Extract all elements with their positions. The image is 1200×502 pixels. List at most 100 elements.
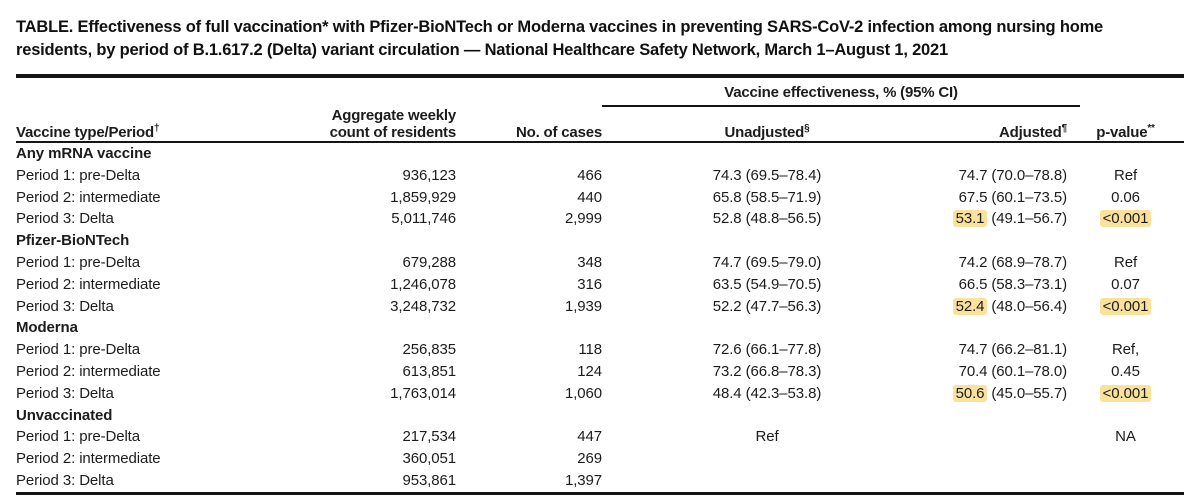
cell-unadjusted: 74.3 (69.5–78.4): [712, 166, 822, 184]
title-rule-divider: [16, 74, 1184, 78]
group-header-row: Moderna: [16, 317, 1184, 339]
table-row: Period 3: Delta 1,763,014 1,060 48.4 (42…: [16, 383, 1184, 405]
cell-cases: 447: [577, 428, 602, 446]
cell-count: 936,123: [402, 166, 456, 184]
cell-cases: 1,060: [564, 384, 602, 402]
table-row: Period 1: pre-Delta 936,123 466 74.3 (69…: [16, 165, 1184, 187]
cell-adjusted: 74.7 (70.0–78.8): [932, 165, 1068, 187]
adjusted-ve-value: 66.5: [958, 275, 988, 293]
cell-pvalue: NA: [1067, 426, 1184, 448]
pvalue: Ref,: [1111, 341, 1140, 359]
cell-pvalue: <0.001: [1067, 296, 1184, 318]
col-header-pvalue-label: p-value: [1096, 124, 1148, 141]
cell-unadjusted: [602, 470, 932, 492]
adjusted-ci-value: (66.2–81.1): [991, 341, 1067, 359]
cell-pvalue: [1067, 470, 1184, 492]
cell-adjusted: [932, 426, 1067, 448]
group-header-row: Pfizer-BioNTech: [16, 230, 1184, 252]
table-row: Period 3: Delta 3,248,732 1,939 52.2 (47…: [16, 296, 1184, 318]
cell-unadjusted: 73.2 (66.8–78.3): [712, 362, 822, 380]
cell-pvalue: <0.001: [1067, 208, 1184, 230]
cell-period: Period 2: intermediate: [16, 362, 161, 380]
adjusted-ci-value: (60.1–73.5): [991, 188, 1067, 206]
cell-cases: 466: [577, 166, 602, 184]
highlighted-adjusted-ve-value: 53.1: [952, 210, 988, 228]
cell-pvalue: Ref,: [1067, 339, 1184, 361]
cell-count: 217,534: [402, 428, 456, 446]
group-name: Any mRNA vaccine: [16, 145, 152, 162]
cell-pvalue: Ref: [1067, 165, 1184, 187]
cell-pvalue: 0.06: [1067, 187, 1184, 209]
cell-count: 613,851: [402, 362, 456, 380]
section-mark: §: [804, 123, 810, 134]
cell-cases: 118: [578, 341, 602, 359]
cell-pvalue: 0.07: [1067, 274, 1184, 296]
table-title-line2: residents, by period of B.1.617.2 (Delta…: [16, 41, 948, 59]
cell-adjusted: 70.4 (60.1–78.0): [932, 361, 1068, 383]
cell-cases: 348: [577, 253, 602, 271]
highlighted-pvalue: <0.001: [1099, 297, 1152, 315]
cell-adjusted: 67.5 (60.1–73.5): [932, 187, 1068, 209]
col-group-label: Vaccine effectiveness, % (95% CI): [724, 84, 958, 101]
table-row: Period 2: intermediate 1,859,929 440 65.…: [16, 187, 1184, 209]
pilcrow-mark: ¶: [1061, 123, 1068, 134]
cell-period: Period 1: pre-Delta: [16, 341, 140, 359]
adjusted-ve-value: 67.5: [958, 188, 988, 206]
col-header-vaccine-type: Vaccine type/Period†: [16, 124, 316, 146]
cell-count: 1,246,078: [390, 275, 456, 293]
cell-adjusted: 66.5 (58.3–73.1): [932, 274, 1068, 296]
col-header-cases: No. of cases: [516, 124, 602, 141]
cell-unadjusted: 52.8 (48.8–56.5): [712, 210, 822, 228]
adjusted-ci-value: (68.9–78.7): [991, 253, 1067, 271]
cell-count: 256,835: [402, 341, 456, 359]
pvalue: NA: [1115, 428, 1136, 446]
cell-count: 679,288: [402, 253, 456, 271]
cell-adjusted: 74.7 (66.2–81.1): [932, 339, 1068, 361]
cell-adjusted: 52.4 (48.0–56.4): [932, 296, 1067, 318]
cell-period: Period 1: pre-Delta: [16, 166, 140, 184]
col-group-vaccine-effectiveness: Vaccine effectiveness, % (95% CI): [602, 78, 1080, 107]
highlighted-pvalue: <0.001: [1099, 210, 1152, 228]
cell-adjusted: 50.6 (45.0–55.7): [932, 383, 1067, 405]
cell-cases: 440: [577, 188, 602, 206]
cell-adjusted: 74.2 (68.9–78.7): [932, 252, 1068, 274]
col-header-adjusted-label: Adjusted: [999, 124, 1062, 141]
header-rule-divider: [16, 141, 1184, 143]
cell-cases: 1,939: [564, 297, 602, 315]
cell-period: Period 2: intermediate: [16, 450, 161, 468]
cell-cases: 124: [577, 362, 602, 380]
cell-cases: 2,999: [564, 210, 602, 228]
cell-unadjusted: 72.6 (66.1–77.8): [712, 341, 822, 359]
cell-cases: 269: [577, 450, 602, 468]
cell-unadjusted: Ref: [755, 428, 779, 446]
col-header-unadjusted-label: Unadjusted: [724, 124, 805, 141]
group-name: Pfizer-BioNTech: [16, 232, 130, 250]
cell-period: Period 3: Delta: [16, 210, 114, 228]
col-header-pvalue: p-value**: [1067, 124, 1184, 146]
adjusted-ve-value: 70.4: [958, 362, 988, 380]
adjusted-ci-value: (48.0–56.4): [991, 297, 1067, 315]
cell-count: 953,861: [402, 471, 456, 489]
dagger-mark: †: [153, 123, 160, 134]
col-header-resident-count: Aggregate weekly count of residents: [316, 107, 457, 146]
col-header-resident-count-line2: count of residents: [329, 124, 457, 141]
table-row: Period 2: intermediate 360,051 269: [16, 448, 1184, 470]
col-header-vaccine-type-label: Vaccine type/Period: [16, 124, 154, 141]
cell-period: Period 3: Delta: [16, 471, 114, 489]
cell-unadjusted: 48.4 (42.3–53.8): [712, 384, 822, 402]
table-row: Period 3: Delta 5,011,746 2,999 52.8 (48…: [16, 208, 1184, 230]
cell-adjusted: [932, 470, 1067, 492]
pvalue: 0.45: [1111, 362, 1140, 380]
group-header-row: Any mRNA vaccine: [16, 143, 1184, 165]
pvalue: Ref: [1113, 253, 1138, 271]
bottom-rule-divider: [16, 491, 1184, 496]
cell-period: Period 3: Delta: [16, 384, 114, 402]
adjusted-ve-value: 74.7: [958, 341, 988, 359]
cell-pvalue: Ref: [1067, 252, 1184, 274]
table-row: Period 3: Delta 953,861 1,397: [16, 470, 1184, 492]
pvalue: 0.07: [1111, 275, 1140, 293]
cell-pvalue: <0.001: [1067, 383, 1184, 405]
cell-period: Period 1: pre-Delta: [16, 253, 140, 271]
adjusted-ci-value: (45.0–55.7): [991, 384, 1067, 402]
